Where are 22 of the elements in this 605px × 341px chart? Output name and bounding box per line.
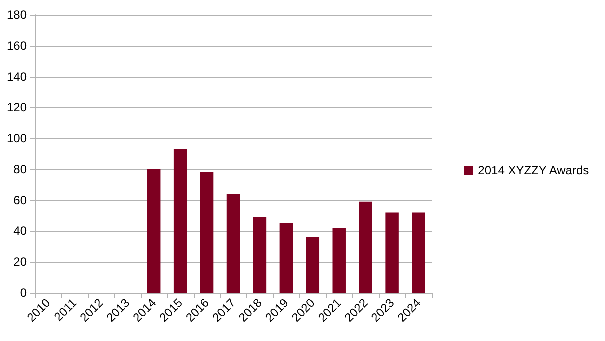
bar: [412, 212, 426, 293]
y-tick-label: 40: [14, 224, 28, 238]
y-tick-label: 160: [6, 38, 28, 53]
bar: [280, 224, 294, 293]
legend-label: 2014 XYZZY Awards: [478, 164, 590, 178]
y-tick-label: 120: [6, 100, 28, 115]
y-tick-label: 20: [14, 255, 28, 270]
bar: [332, 228, 346, 293]
y-tick-label: 80: [14, 162, 28, 176]
bar: [147, 169, 161, 293]
bar: [200, 172, 214, 293]
bar: [386, 212, 399, 293]
y-tick-label: 0: [20, 286, 28, 300]
y-tick-label: 180: [6, 8, 28, 22]
bar: [226, 194, 240, 293]
bar: [174, 149, 188, 293]
bar: [359, 202, 372, 293]
bar: [306, 237, 320, 293]
y-tick-label: 100: [6, 132, 28, 146]
y-tick-label: 60: [14, 193, 28, 208]
y-tick-label: 140: [6, 70, 28, 84]
bar: [253, 217, 267, 293]
